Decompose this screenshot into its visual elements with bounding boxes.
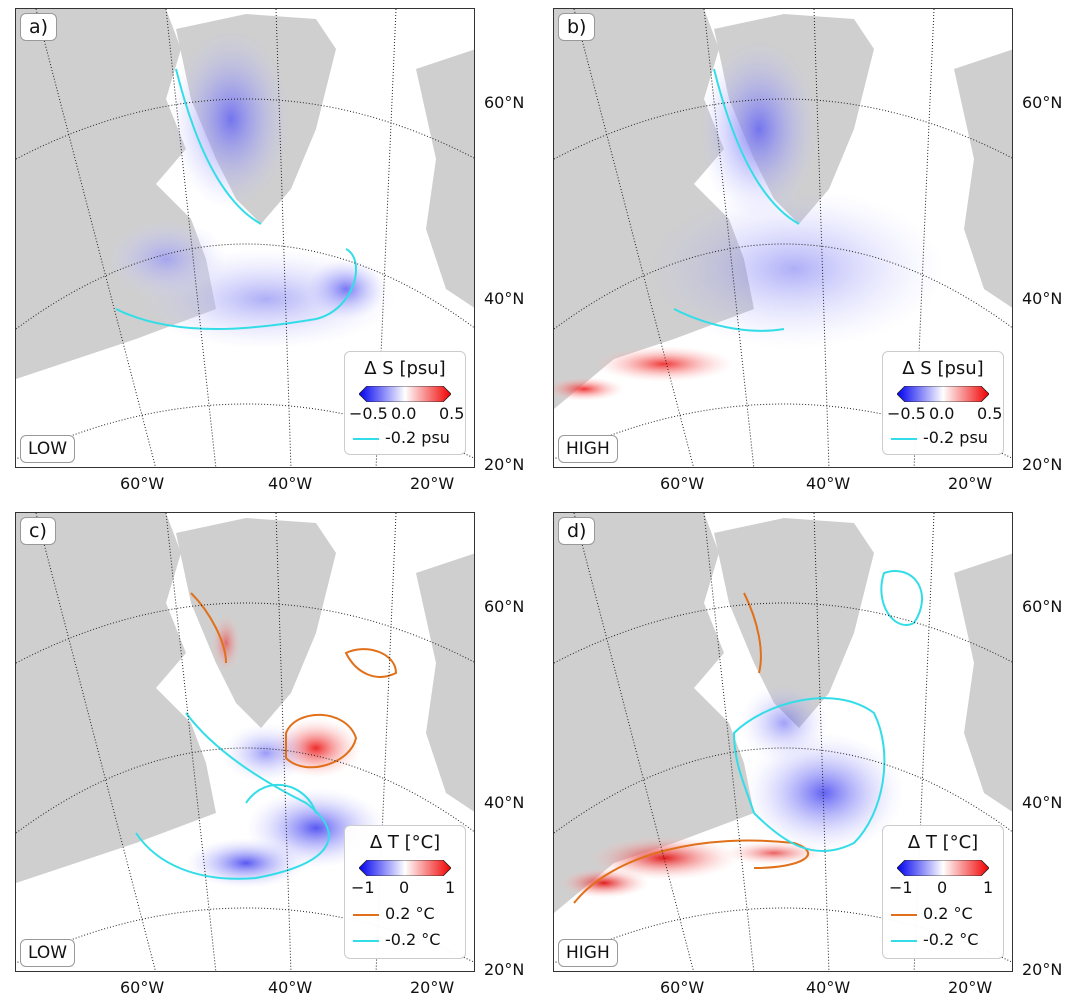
contour-line-swatch	[353, 914, 379, 916]
contour-line-swatch	[891, 940, 917, 942]
contour-label: -0.2 °C	[385, 930, 441, 949]
contour-label: 0.2 °C	[923, 904, 973, 923]
lon-label-20w: 20°W	[410, 978, 455, 997]
lon-label-40w: 40°W	[268, 474, 313, 493]
panel-a: a) LOW Δ S [psu] −0.5 0.0 0.5 -0.2 psu	[15, 8, 475, 468]
lat-label-20n: 20°N	[1022, 960, 1063, 979]
legend: Δ S [psu] −0.5 0.0 0.5 -0.2 psu	[344, 351, 466, 455]
lon-label-60w: 60°W	[660, 474, 705, 493]
panel-d: d) HIGH Δ T [°C] −1 0 1 0.2 °C -0.2 °C	[553, 512, 1013, 972]
contour-label: -0.2 psu	[923, 428, 988, 447]
colorbar	[897, 860, 989, 876]
contour-label: -0.2 psu	[385, 428, 450, 447]
lon-label-20w: 20°W	[948, 474, 993, 493]
lat-label-40n: 40°N	[484, 289, 525, 308]
map-temperature-high	[554, 513, 1012, 971]
lat-label-40n: 40°N	[484, 793, 525, 812]
colorbar-tick-min: −1	[351, 878, 375, 897]
resolution-label: HIGH	[558, 435, 618, 463]
colorbar-tick-max: 0.5	[439, 404, 465, 423]
lat-label-60n: 60°N	[484, 597, 525, 616]
lat-label-20n: 20°N	[484, 455, 525, 474]
legend-title: Δ S [psu]	[902, 358, 984, 379]
lat-label-60n: 60°N	[484, 93, 525, 112]
panel-b: b) HIGH Δ S [psu] −0.5 0.0 0.5 -0.2 psu	[553, 8, 1013, 468]
contour-line-swatch	[891, 438, 917, 440]
contour-label: 0.2 °C	[385, 904, 435, 923]
map-temperature-low	[16, 513, 474, 971]
colorbar-tick-min: −0.5	[349, 404, 388, 423]
map-salinity-low	[16, 9, 474, 467]
colorbar-tick-mid: 0.0	[929, 404, 955, 423]
legend-title: Δ T [°C]	[369, 832, 441, 853]
panel-c: c) LOW Δ T [°C] −1 0 1 0.2 °C -0.2 °C	[15, 512, 475, 972]
contour-line-swatch	[353, 438, 379, 440]
legend-title: Δ T [°C]	[907, 832, 979, 853]
lat-label-20n: 20°N	[484, 960, 525, 979]
lon-label-60w: 60°W	[120, 474, 165, 493]
panel-label: b)	[558, 13, 596, 41]
lon-label-60w: 60°W	[120, 978, 165, 997]
colorbar-tick-min: −1	[889, 878, 913, 897]
colorbar-tick-max: 0.5	[977, 404, 1003, 423]
resolution-label: HIGH	[558, 939, 618, 967]
contour-line-swatch	[353, 940, 379, 942]
colorbar-tick-max: 1	[445, 878, 456, 897]
contour-line-swatch	[891, 914, 917, 916]
panel-label: a)	[20, 13, 58, 41]
map-salinity-high	[554, 9, 1012, 467]
lon-label-40w: 40°W	[268, 978, 313, 997]
colorbar	[897, 386, 989, 402]
colorbar-tick-max: 1	[983, 878, 994, 897]
panel-label: d)	[558, 517, 596, 545]
lon-label-40w: 40°W	[806, 474, 851, 493]
colorbar	[359, 386, 451, 402]
resolution-label: LOW	[20, 435, 76, 463]
lat-label-60n: 60°N	[1022, 93, 1063, 112]
lat-label-60n: 60°N	[1022, 597, 1063, 616]
colorbar-tick-mid: 0	[399, 878, 410, 897]
lat-label-20n: 20°N	[1022, 455, 1063, 474]
lat-label-40n: 40°N	[1022, 793, 1063, 812]
legend: Δ T [°C] −1 0 1 0.2 °C -0.2 °C	[882, 825, 1004, 959]
lon-label-40w: 40°W	[806, 978, 851, 997]
lat-label-40n: 40°N	[1022, 289, 1063, 308]
legend: Δ S [psu] −0.5 0.0 0.5 -0.2 psu	[882, 351, 1004, 455]
panel-label: c)	[20, 517, 56, 545]
colorbar-tick-min: −0.5	[887, 404, 926, 423]
legend: Δ T [°C] −1 0 1 0.2 °C -0.2 °C	[344, 825, 466, 959]
colorbar-tick-mid: 0	[937, 878, 948, 897]
lon-label-20w: 20°W	[948, 978, 993, 997]
legend-title: Δ S [psu]	[364, 358, 446, 379]
contour-label: -0.2 °C	[923, 930, 979, 949]
colorbar-tick-mid: 0.0	[391, 404, 417, 423]
resolution-label: LOW	[20, 939, 76, 967]
land-europe	[416, 49, 474, 308]
lon-label-60w: 60°W	[660, 978, 705, 997]
colorbar	[359, 860, 451, 876]
lon-label-20w: 20°W	[410, 474, 455, 493]
